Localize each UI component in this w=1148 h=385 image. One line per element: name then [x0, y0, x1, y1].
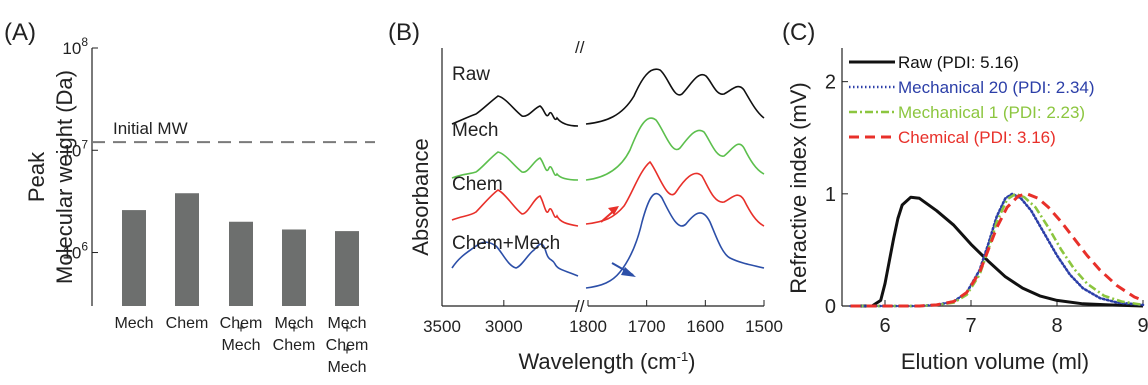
- panel-b-x-tick-label: 1500: [745, 317, 783, 336]
- panel-a-letter: (A): [4, 19, 36, 46]
- panel-c-y-tick-label: 0: [825, 296, 836, 318]
- panel-b-letter: (B): [388, 19, 420, 46]
- category-label-5: +: [343, 320, 352, 337]
- panel-b-x-tick-label: 1700: [628, 317, 666, 336]
- panel-a-y-tick-label: 108: [62, 35, 88, 58]
- chem-mech-annotation-arrow: [611, 262, 636, 277]
- elution-curve-3: [850, 192, 1144, 308]
- panel-a-y-tick-label: 106: [62, 240, 88, 263]
- chem-mech-series-label: Chem+Mech: [452, 233, 560, 254]
- panel-c-ticks: 6 7 8 9 0 1 2: [825, 72, 1148, 337]
- category-label-5: Mech: [327, 315, 366, 332]
- legend-label-3: Mechanical 1 (PDI: 2.23): [898, 103, 1085, 122]
- mech-series-label: Mech: [452, 120, 498, 141]
- panel-c-letter: (C): [782, 19, 815, 46]
- category-label-5: +: [343, 342, 352, 359]
- panel-c-xlabel: Elution volume (ml): [901, 349, 1089, 374]
- chem-series-label: Chem: [452, 174, 503, 195]
- chem-spectrum-right: [585, 160, 765, 227]
- panel-b-axis-break-top: //: [575, 38, 585, 57]
- bar-3: [229, 221, 253, 306]
- category-label-4: Chem: [273, 337, 316, 354]
- panel-c-x-tick-label: 6: [879, 315, 890, 337]
- panel-a-ylabel-line1: Peak: [24, 151, 49, 202]
- category-label-2: Chem: [166, 315, 209, 332]
- category-label-5: Mech: [327, 359, 366, 376]
- category-label-1: Mech: [114, 315, 153, 332]
- panel-c-x-tick-label: 7: [965, 315, 976, 337]
- category-label-4: Mech: [274, 315, 313, 332]
- elution-curve-1: [850, 195, 1144, 308]
- category-label-3: +: [237, 320, 246, 337]
- panel-b-axis-break-bottom: //: [575, 297, 585, 316]
- panel-c-legend: Raw (PDI: 5.16) Mechanical 20 (PDI: 2.34)…: [849, 53, 1095, 147]
- elution-curve-4: [850, 192, 1144, 308]
- bar-5: [335, 231, 359, 306]
- category-label-3: Chem: [220, 315, 263, 332]
- chem-annotation-arrow: [600, 206, 619, 223]
- raw-spectrum-left: [451, 95, 579, 127]
- panel-b-xlabel: Wavelength (cm-1): [518, 349, 695, 374]
- bar-2: [175, 193, 199, 306]
- panel-b: (B) // // Absorbance Wavelength (cm-1) 3…: [388, 19, 783, 374]
- legend-label-4: Chemical (PDI: 3.16): [898, 128, 1056, 147]
- panel-c-ylabel: Refractive index (mV): [786, 82, 811, 294]
- elution-curve-2: [849, 192, 1145, 308]
- panel-b-x-tick-label: 3500: [423, 317, 461, 336]
- initial-mw-label: Initial MW: [113, 119, 188, 138]
- panel-b-ylabel: Absorbance: [408, 138, 433, 255]
- panel-c-x-tick-label: 9: [1137, 315, 1148, 337]
- chem-spectrum-left: [451, 189, 579, 227]
- panel-a: (A) Peak Molecular weight (Da) 106 107 108…: [4, 19, 375, 376]
- panel-c-curves: [849, 192, 1145, 308]
- panel-a-y-tick-label: 107: [62, 137, 88, 160]
- legend-label-2: Mechanical 20 (PDI: 2.34): [898, 78, 1095, 97]
- raw-spectrum-right: [585, 68, 765, 125]
- panel-c-y-tick-label: 1: [825, 184, 836, 206]
- category-label-4: +: [290, 320, 299, 337]
- panel-c: (C) Refractive index (mV) Elution volume…: [782, 19, 1148, 374]
- bar-4: [282, 229, 306, 306]
- panel-a-bars: [122, 193, 359, 306]
- panel-c-y-tick-label: 2: [825, 72, 836, 94]
- panel-b-x-tick-label: 1800: [569, 317, 607, 336]
- panel-c-x-tick-label: 8: [1051, 315, 1062, 337]
- panel-a-y-ticks: 106 107 108: [62, 35, 98, 263]
- raw-series-label: Raw: [452, 64, 490, 85]
- panel-b-x-tick-label: 3000: [485, 317, 523, 336]
- category-label-5: Chem: [326, 337, 369, 354]
- panel-b-x-tick-label: 1600: [686, 317, 724, 336]
- legend-label-1: Raw (PDI: 5.16): [898, 53, 1019, 72]
- mech-spectrum-left: [451, 151, 579, 181]
- bar-1: [122, 210, 146, 306]
- panel-a-ylabel-line2: Molecular weight (Da): [52, 70, 77, 284]
- chem-mech-spectrum-left: [451, 241, 579, 277]
- mech-spectrum-right: [585, 117, 765, 181]
- category-label-3: Mech: [221, 337, 260, 354]
- panel-b-x-ticks: 3500 3000 1800 1700 1600 1500: [423, 300, 783, 336]
